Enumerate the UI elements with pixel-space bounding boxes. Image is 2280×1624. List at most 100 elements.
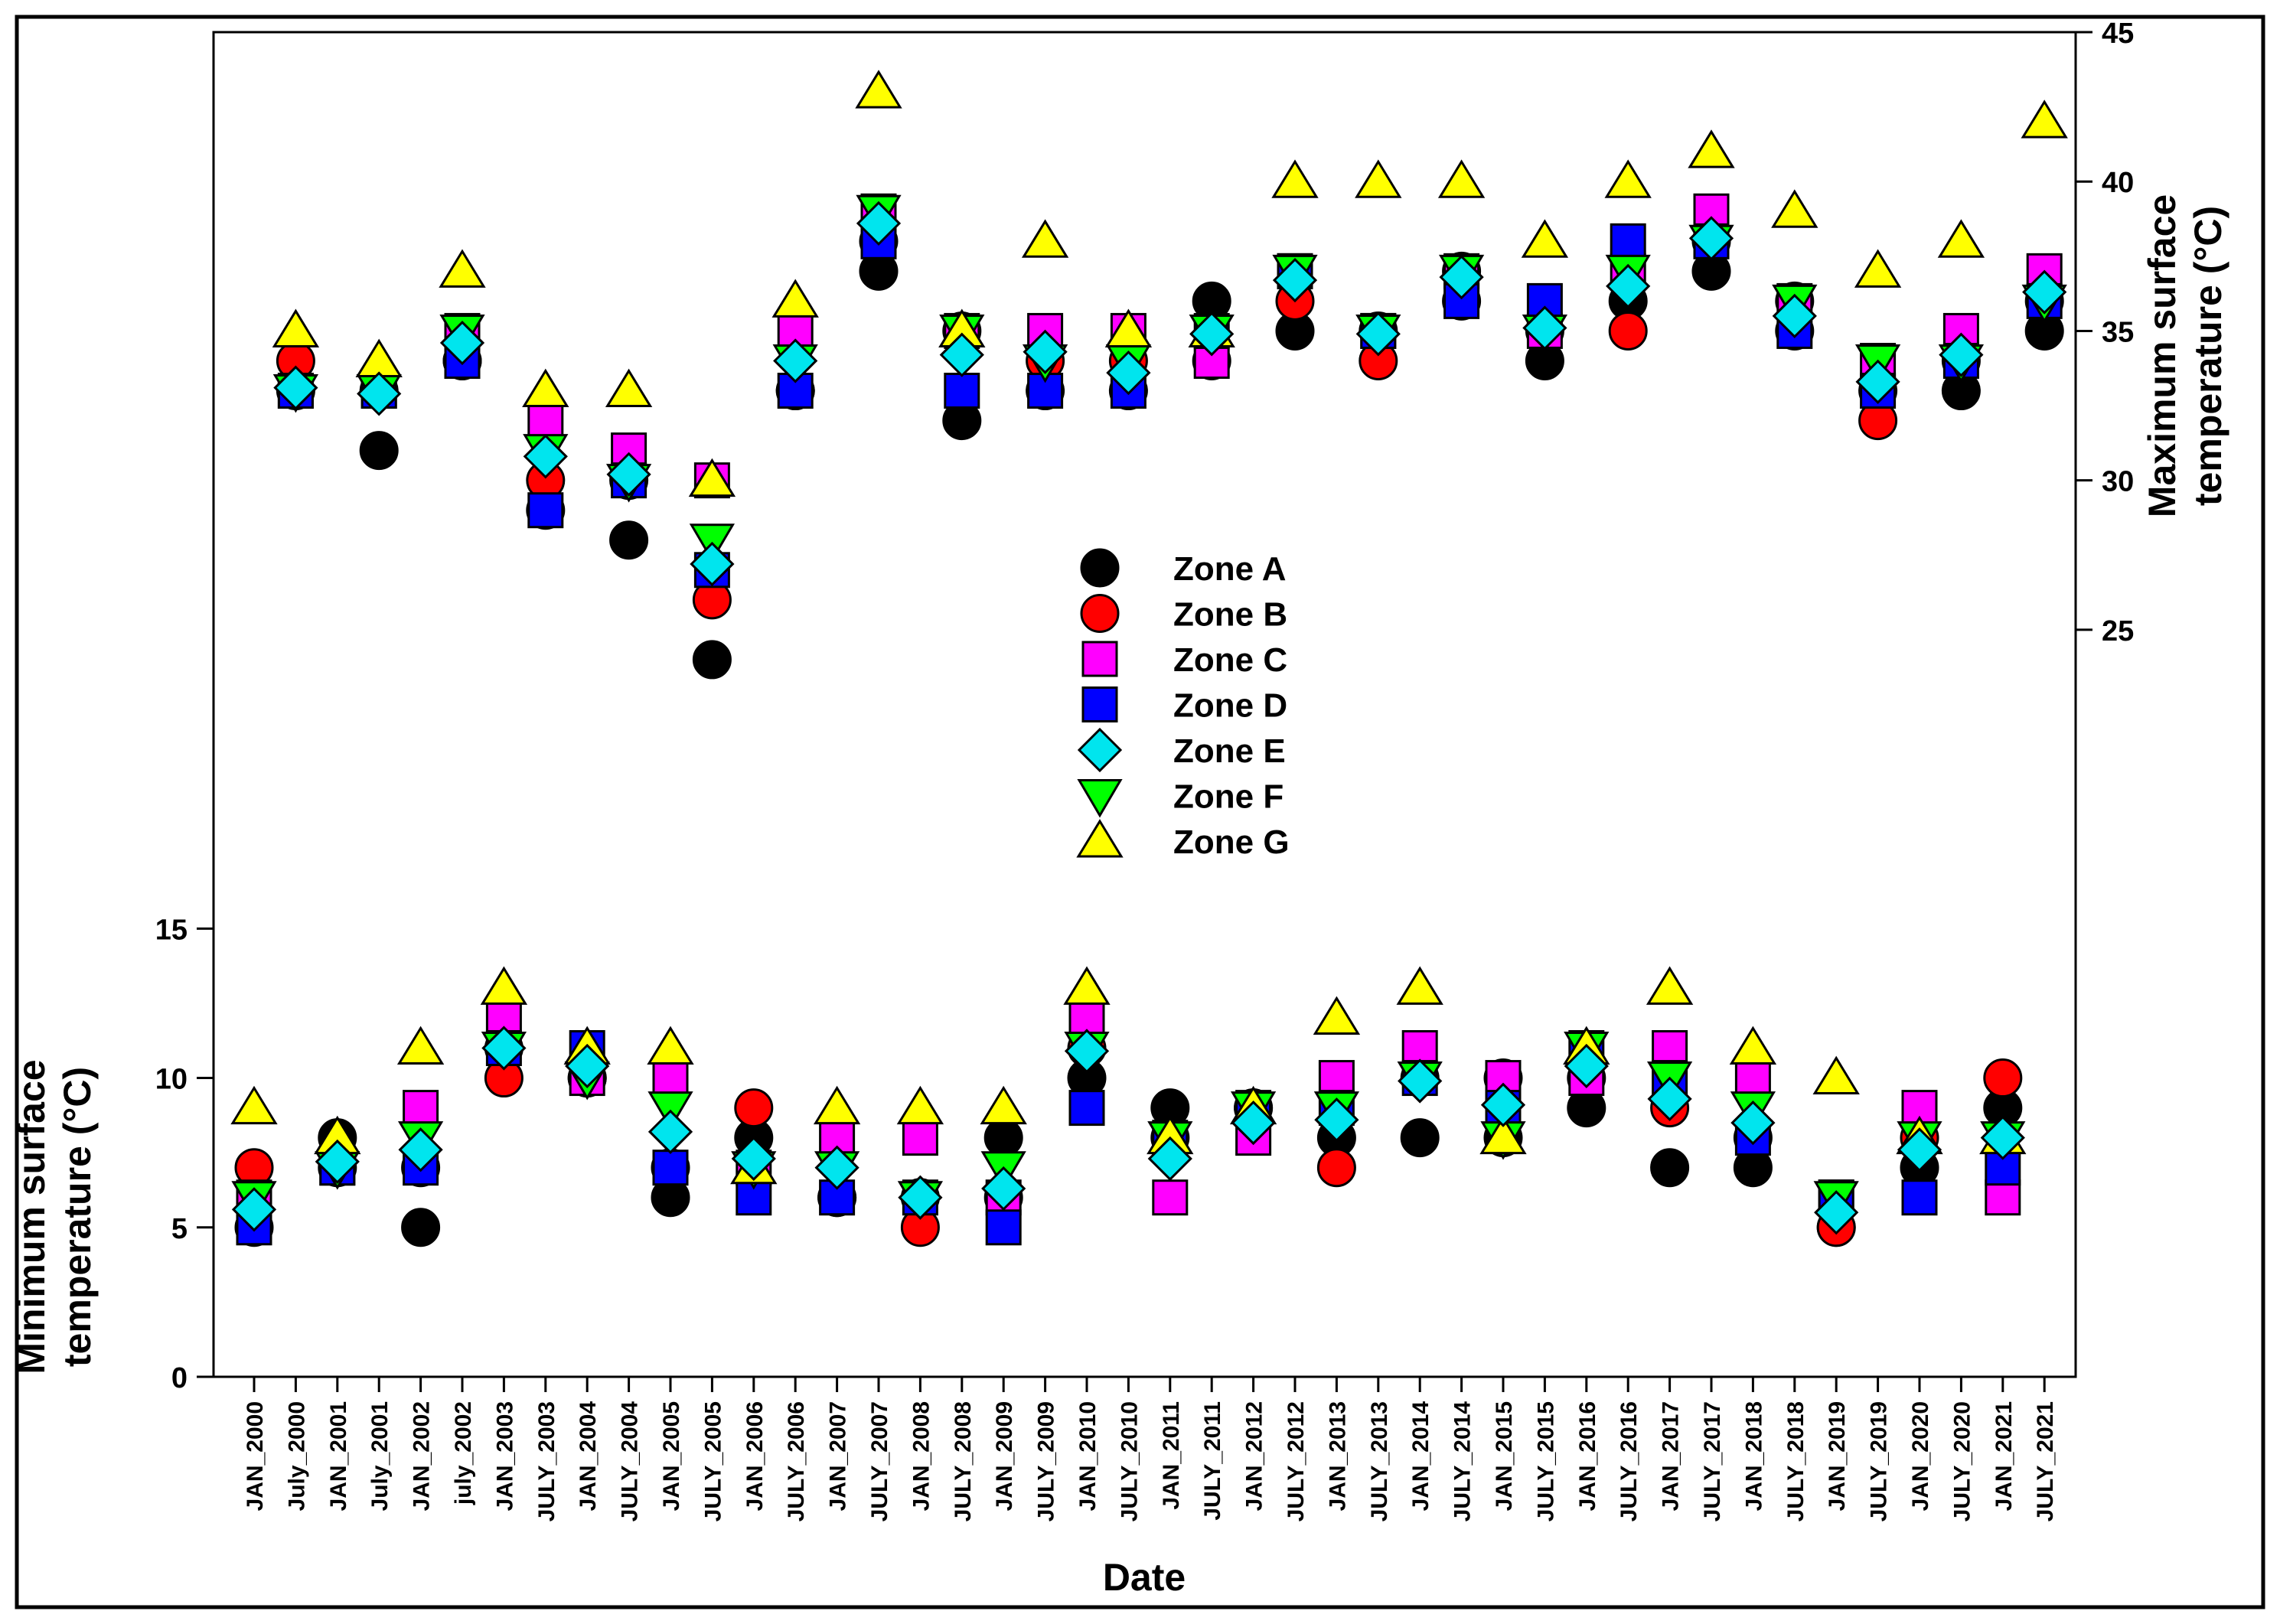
x-tick-label: JULY_2011 (1200, 1401, 1225, 1521)
x-tick-label: JULY_2017 (1700, 1401, 1725, 1521)
legend-marker-zone-f (1077, 779, 1123, 818)
zone-e-point (1522, 305, 1567, 351)
x-tick-label: JAN_2008 (908, 1401, 934, 1511)
legend-label-zone-a: Zone A (1173, 550, 1286, 588)
zone-g-point (439, 249, 486, 288)
zone-b-point (1983, 1058, 2023, 1098)
zone-g-point (480, 966, 528, 1005)
x-tick-label: JULY_2013 (1367, 1401, 1392, 1521)
zone-e-point (1980, 1115, 2025, 1160)
right-tick-label: 25 (2102, 615, 2134, 647)
left-tick-label: 10 (155, 1064, 188, 1096)
x-tick-label: JAN_2021 (1991, 1401, 2017, 1511)
zone-e-point (856, 201, 902, 246)
zone-e-point (690, 541, 735, 587)
zone-c-point (1318, 1060, 1355, 1097)
zone-g-point (855, 70, 902, 109)
legend-label-zone-e: Zone E (1173, 732, 1286, 770)
legend-marker-zone-c (1081, 641, 1118, 677)
outer-frame (15, 15, 2265, 1609)
left-tick-label: 15 (155, 914, 188, 946)
x-tick-label: July_2001 (367, 1401, 393, 1511)
x-tick-label: JULY_2019 (1867, 1401, 1892, 1521)
zone-e-point (898, 1175, 943, 1220)
x-tick-label: JULY_2016 (1616, 1401, 1642, 1521)
x-tick-label: JAN_2001 (326, 1401, 351, 1511)
zone-d-point (652, 1150, 689, 1186)
x-tick-label: JAN_2018 (1741, 1401, 1766, 1511)
zone-b-point (1608, 311, 1648, 351)
zone-e-point (1730, 1101, 1776, 1146)
zone-e-point (1272, 257, 1318, 303)
zone-g-point (1812, 1055, 1860, 1095)
x-tick-label: JAN_2011 (1159, 1401, 1184, 1510)
zone-d-point (1068, 1090, 1105, 1127)
x-tick-label: JULY_2010 (1117, 1401, 1142, 1521)
zone-e-point (647, 1109, 693, 1154)
zone-e-point (1688, 216, 1734, 261)
left-tick-label: 0 (171, 1362, 188, 1394)
x-tick-label: JULY_2008 (951, 1401, 976, 1521)
x-tick-label: JULY_2020 (1949, 1401, 1975, 1521)
zone-g-point (813, 1085, 861, 1125)
zone-g-point (1604, 159, 1652, 198)
zone-a-point (401, 1208, 441, 1247)
zone-d-point (944, 373, 980, 409)
zone-g-point (980, 1085, 1027, 1125)
x-tick-label: JULY_2003 (534, 1401, 559, 1521)
legend-label-zone-g: Zone G (1173, 823, 1290, 861)
zone-g-point (1313, 996, 1361, 1035)
zone-d-point (1901, 1179, 1938, 1216)
zone-c-point (652, 1060, 689, 1097)
zone-e-point (481, 1026, 527, 1071)
zone-e-point (1314, 1097, 1359, 1143)
zone-g-point (230, 1085, 278, 1125)
zone-c-point (403, 1090, 439, 1127)
zone-g-point (1021, 219, 1069, 258)
zone-g-point (1854, 249, 1902, 288)
zone-g-point (1937, 219, 1985, 258)
zone-g-point (2021, 99, 2068, 139)
x-tick-label: JAN_2017 (1659, 1401, 1684, 1511)
zone-g-point (605, 368, 653, 408)
zone-g-point (647, 1026, 694, 1065)
x-tick-label: JULY_2004 (618, 1401, 643, 1522)
zone-a-point (692, 640, 732, 680)
x-tick-label: JULY_2009 (1034, 1401, 1059, 1521)
zone-e-point (273, 365, 318, 410)
zone-c-point (1985, 1179, 2021, 1216)
x-tick-label: JULY_2007 (867, 1401, 892, 1521)
zone-e-point (1231, 1101, 1276, 1146)
zone-g-point (688, 458, 736, 497)
legend-label-zone-d: Zone D (1173, 687, 1287, 725)
zone-e-point (2022, 269, 2067, 315)
x-tick-label: JAN_2020 (1908, 1401, 1933, 1511)
right-axis-title-line2: temperature (°C) (2187, 206, 2229, 506)
legend-label-zone-f: Zone F (1173, 778, 1284, 816)
x-tick-label: JAN_2009 (992, 1401, 1017, 1511)
zone-d-point (1027, 373, 1064, 409)
x-tick-label: JULY_2018 (1783, 1401, 1809, 1521)
zone-d-point (1610, 223, 1646, 259)
zone-g-point (522, 368, 569, 408)
zone-e-point (1897, 1127, 1942, 1172)
zone-g-point (1104, 308, 1153, 347)
legend-marker-zone-g (1076, 819, 1124, 858)
legend-label-zone-b: Zone B (1173, 596, 1287, 634)
zone-b-point (734, 1088, 774, 1128)
zone-e-point (1064, 1029, 1110, 1074)
right-tick-label: 40 (2102, 167, 2134, 199)
x-tick-label: JAN_2005 (659, 1401, 684, 1511)
zone-g-point (1688, 129, 1735, 168)
x-axis: JAN_2000 July_2000 JAN_2001 July_2001 JAN_20… (243, 1377, 2058, 1521)
x-tick-label: july_2002 (451, 1401, 476, 1505)
x-tick-label: JULY_2015 (1533, 1401, 1558, 1521)
x-tick-label: JAN_2003 (492, 1401, 517, 1511)
legend-marker-zone-a (1080, 548, 1120, 588)
right-tick-label: 35 (2102, 316, 2134, 348)
zone-g-point (1479, 1115, 1527, 1155)
zone-e-point (1355, 311, 1401, 357)
zone-g-point (396, 1026, 445, 1065)
x-tick-label: JAN_2016 (1575, 1401, 1600, 1511)
right-axis-title: Maximum surface temperature (°C) (2141, 194, 2229, 517)
